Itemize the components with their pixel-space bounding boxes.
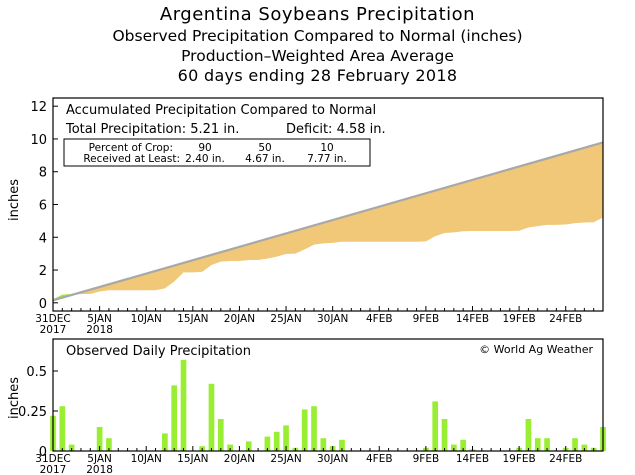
daily-bar xyxy=(245,441,252,451)
credit-text: © World Ag Weather xyxy=(479,343,593,356)
y-tick-label: 8 xyxy=(39,166,47,181)
y-tick-label: 0 xyxy=(39,297,47,312)
x-tick-label: 5JAN xyxy=(87,313,112,325)
daily-bar xyxy=(217,419,224,451)
received-at-least-value: 2.40 in. xyxy=(185,153,225,165)
x-tick-label: 19FEB xyxy=(502,313,535,325)
percent-of-crop-label: Percent of Crop: xyxy=(89,142,173,154)
daily-bar xyxy=(451,444,457,451)
accumulated-y-axis: 0 2 4 6 8 10 12 xyxy=(30,100,58,312)
accumulated-panel: 0 2 4 6 8 10 12 inches Accumulated Precipitati… xyxy=(7,97,604,312)
daily-bar xyxy=(162,433,168,451)
daily-bar xyxy=(227,444,233,451)
x-tick-label: 31DEC xyxy=(35,313,70,325)
y-tick-label: 0 xyxy=(39,445,47,460)
daily-bar xyxy=(106,438,112,451)
daily-bar xyxy=(460,439,467,451)
percent-of-crop-box xyxy=(63,138,371,167)
daily-bar xyxy=(581,444,588,451)
received-at-least-value: 7.77 in. xyxy=(307,153,347,165)
daily-panel: 0 0.25 0.5 inches Observed Daily Precipita… xyxy=(7,338,606,460)
daily-bar xyxy=(432,401,439,451)
x-tick-label: 15JAN xyxy=(177,313,208,325)
y-tick-label: 6 xyxy=(39,199,47,214)
daily-bar xyxy=(208,383,215,451)
x-tick-label: 31DEC xyxy=(35,453,70,465)
percent-of-crop-value: 50 xyxy=(258,142,271,154)
x-tick-label: 10JAN xyxy=(131,453,162,465)
daily-bar xyxy=(339,439,345,451)
daily-bars xyxy=(50,359,606,451)
x-tick-label: 19FEB xyxy=(502,453,535,465)
x-tick-label: 25JAN xyxy=(270,453,301,465)
x-tick-label: 20JAN xyxy=(224,313,255,325)
percent-of-crop-value: 10 xyxy=(320,142,333,154)
x-tick-label: 4FEB xyxy=(366,313,393,325)
daily-bar xyxy=(534,438,541,451)
accumulated-y-label: inches xyxy=(7,179,22,221)
x-tick-label: 24FEB xyxy=(549,313,582,325)
y-tick-label: 0.25 xyxy=(18,405,47,420)
daily-bar xyxy=(311,406,317,451)
daily-y-label: inches xyxy=(7,377,22,419)
percent-of-crop-value: 90 xyxy=(198,142,211,154)
normal-cumulative-line xyxy=(52,141,604,302)
y-tick-label: 4 xyxy=(39,231,47,246)
x-tick-label: 9FEB xyxy=(413,453,440,465)
daily-bar xyxy=(96,427,103,451)
x-tick-label: 30JAN xyxy=(317,453,348,465)
accumulated-panel-title: Accumulated Precipitation Compared to No… xyxy=(66,103,376,118)
x-tick-label: 15JAN xyxy=(177,453,208,465)
received-at-least-label: Received at Least: xyxy=(83,153,180,165)
x-tick-year-label: 2017 xyxy=(40,324,67,336)
y-tick-label: 2 xyxy=(39,264,47,279)
daily-bar xyxy=(525,419,532,451)
x-tick-label: 9FEB xyxy=(413,313,440,325)
chart-subtitle-method: Production–Weighted Area Average xyxy=(181,47,454,65)
x-tick-label: 5JAN xyxy=(87,453,112,465)
daily-bar xyxy=(273,431,280,451)
daily-frame xyxy=(52,338,604,452)
daily-panel-title: Observed Daily Precipitation xyxy=(66,344,251,359)
y-tick-label: 12 xyxy=(30,100,47,115)
daily-bar xyxy=(264,436,271,451)
daily-bar xyxy=(320,438,327,451)
x-tick-year-label: 2018 xyxy=(86,464,113,475)
y-tick-label: 10 xyxy=(30,133,47,148)
x-tick-label: 4FEB xyxy=(366,453,393,465)
deficit-text: Deficit: 4.58 in. xyxy=(286,122,386,137)
daily-bar xyxy=(59,406,66,451)
chart-subtitle: Observed Precipitation Compared to Norma… xyxy=(112,27,523,45)
daily-y-axis: 0 0.25 0.5 xyxy=(18,365,58,460)
daily-bar xyxy=(572,438,578,451)
accumulated-series xyxy=(52,141,604,302)
x-tick-label: 14FEB xyxy=(456,453,489,465)
daily-bar xyxy=(68,444,75,451)
daily-bar xyxy=(544,438,550,451)
daily-bar xyxy=(441,419,448,451)
x-tick-label: 20JAN xyxy=(224,453,255,465)
chart-title: Argentina Soybeans Precipitation xyxy=(159,4,476,25)
x-tick-label: 30JAN xyxy=(317,313,348,325)
daily-bar xyxy=(301,409,308,451)
x-tick-label: 10JAN xyxy=(131,313,162,325)
daily-bar xyxy=(283,425,289,451)
x-tick-year-label: 2018 xyxy=(86,324,113,336)
x-tick-year-label: 2017 xyxy=(40,464,67,475)
x-tick-label: 24FEB xyxy=(549,453,582,465)
chart-period: 60 days ending 28 February 2018 xyxy=(177,66,458,85)
daily-bar xyxy=(180,359,187,451)
daily-bar xyxy=(171,385,178,451)
y-tick-label: 0.5 xyxy=(26,365,47,380)
x-tick-label: 14FEB xyxy=(456,313,489,325)
received-at-least-value: 4.67 in. xyxy=(245,153,285,165)
total-precipitation-text: Total Precipitation: 5.21 in. xyxy=(65,122,239,137)
x-tick-label: 25JAN xyxy=(270,313,301,325)
